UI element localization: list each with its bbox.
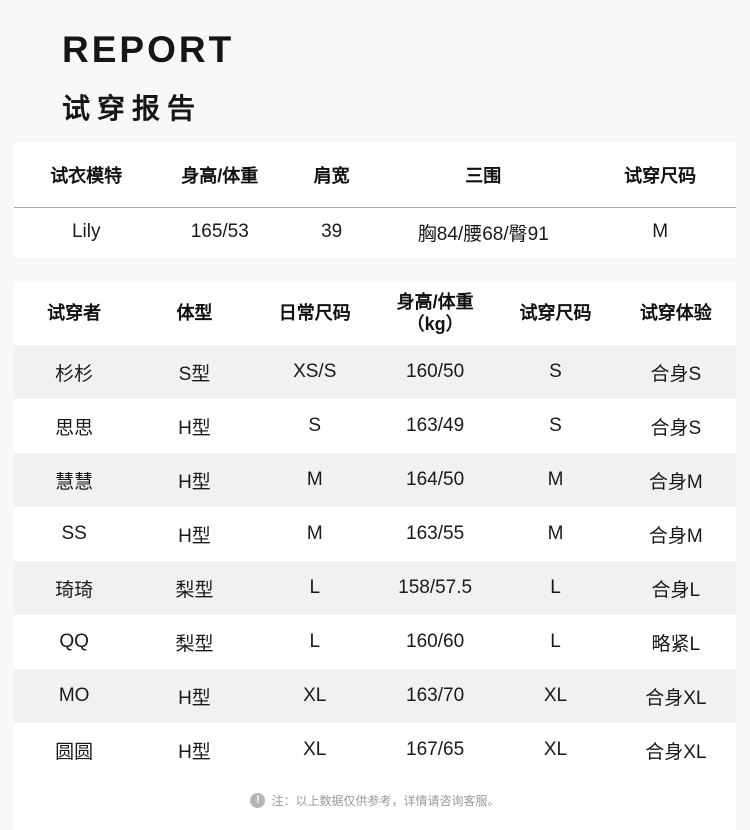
col-header-experience: 试穿体验 xyxy=(639,302,712,323)
fit-table-header-row: 试穿者 体型 日常尺码 身高/体重 （kg） 试穿尺码 试穿体验 xyxy=(14,282,736,345)
fit-table-row: 思思 H型 S 163/49 S 合身S xyxy=(14,399,736,453)
cell-body-type: H型 xyxy=(178,741,211,763)
cell-wearer: SS xyxy=(61,523,87,544)
report-header: REPORT 试穿报告 xyxy=(0,0,750,126)
cell-daily-size: XS/S xyxy=(293,361,337,382)
cell-tried-size: M xyxy=(547,523,564,544)
cell-wearer: QQ xyxy=(59,631,89,652)
fit-report-card: 试穿者 体型 日常尺码 身高/体重 （kg） 试穿尺码 试穿体验 杉杉 S型 XS… xyxy=(14,282,736,830)
cell-height-weight: 163/70 xyxy=(406,685,465,706)
cell-tried-size: L xyxy=(550,631,561,652)
cell-body-type: 梨型 xyxy=(175,579,214,601)
report-title-zh: 试穿报告 xyxy=(62,93,203,124)
cell-experience: 合身M xyxy=(648,525,703,547)
cell-wearer: MO xyxy=(58,685,90,706)
col-header-daily-size: 日常尺码 xyxy=(278,302,351,323)
cell-experience: 合身S xyxy=(650,417,702,439)
cell-body-type: H型 xyxy=(178,687,211,709)
cell-experience: 合身L xyxy=(651,579,701,601)
col-header-tried-size: 试穿尺码 xyxy=(519,302,592,323)
cell-daily-size: S xyxy=(308,415,322,436)
fit-table-row: MO H型 XL 163/70 XL 合身XL xyxy=(14,669,736,723)
cell-tried-size: L xyxy=(550,577,561,598)
cell-measurements: 胸84/腰68/臀91 xyxy=(417,223,549,245)
col-header-height-weight: 身高/体重 xyxy=(181,165,259,186)
cell-daily-size: XL xyxy=(303,739,327,760)
cell-tried-size: S xyxy=(549,415,562,436)
cell-wearer: 杉杉 xyxy=(55,363,94,385)
fit-table-row: QQ 梨型 L 160/60 L 略紧L xyxy=(14,615,736,669)
cell-body-type: H型 xyxy=(178,417,211,439)
cell-height-weight: 160/60 xyxy=(406,631,465,652)
cell-experience: 略紧L xyxy=(651,633,701,655)
cell-height-weight: 160/50 xyxy=(406,361,465,382)
cell-height-weight: 167/65 xyxy=(406,739,465,760)
cell-tried-size: M xyxy=(547,469,564,490)
cell-shoulder: 39 xyxy=(321,221,343,243)
cell-model-name: Lily xyxy=(71,221,101,243)
cell-height-weight: 163/55 xyxy=(406,523,465,544)
col-header-measurements: 三围 xyxy=(465,165,502,186)
fit-table-row: 琦琦 梨型 L 158/57.5 L 合身L xyxy=(14,561,736,615)
model-measurements-table: 试衣模特 身高/体重 肩宽 三围 试穿尺码 Lily 165/53 39 胸84… xyxy=(14,143,736,257)
model-table-header-row: 试衣模特 身高/体重 肩宽 三围 试穿尺码 xyxy=(14,143,736,207)
cell-tried-size: XL xyxy=(543,685,568,706)
exclamation-circle-icon: ! xyxy=(250,792,266,808)
cell-daily-size: L xyxy=(309,631,321,652)
cell-height-weight: 165/53 xyxy=(190,221,249,243)
cell-wearer: 思思 xyxy=(55,417,94,439)
col-header-tried-size: 试穿尺码 xyxy=(624,165,697,186)
footer-note-text: 注：以上数据仅供参考，详情请咨询客服。 xyxy=(271,793,500,808)
cell-wearer: 琦琦 xyxy=(55,579,94,601)
fit-report-table: 试穿者 体型 日常尺码 身高/体重 （kg） 试穿尺码 试穿体验 杉杉 S型 XS… xyxy=(14,282,736,777)
fit-table-row: 慧慧 H型 M 164/50 M 合身M xyxy=(14,453,736,507)
cell-body-type: H型 xyxy=(178,525,211,547)
footer-note: ! 注：以上数据仅供参考，详情请咨询客服。 xyxy=(14,789,736,811)
fit-table-row: 圆圆 H型 XL 167/65 XL 合身XL xyxy=(14,723,736,777)
col-header-model-name: 试衣模特 xyxy=(50,165,123,186)
cell-experience: 合身S xyxy=(650,363,702,385)
cell-daily-size: M xyxy=(306,469,323,490)
cell-body-type: S型 xyxy=(178,363,211,385)
col-header-shoulder: 肩宽 xyxy=(313,165,350,186)
cell-height-weight: 163/49 xyxy=(406,415,465,436)
cell-daily-size: XL xyxy=(303,685,327,706)
fit-table-row: 杉杉 S型 XS/S 160/50 S 合身S xyxy=(14,345,736,399)
cell-tried-size: M xyxy=(652,221,669,243)
cell-experience: 合身XL xyxy=(645,741,707,763)
cell-body-type: H型 xyxy=(178,471,211,493)
cell-tried-size: XL xyxy=(543,739,568,760)
cell-daily-size: M xyxy=(306,523,323,544)
col-header-height-weight: 身高/体重 （kg） xyxy=(375,282,495,345)
report-title-en: REPORT xyxy=(62,29,235,70)
cell-tried-size: S xyxy=(549,361,562,382)
cell-height-weight: 158/57.5 xyxy=(398,577,473,598)
cell-experience: 合身XL xyxy=(645,687,707,709)
cell-wearer: 圆圆 xyxy=(55,741,94,763)
cell-experience: 合身M xyxy=(648,471,703,493)
cell-height-weight: 164/50 xyxy=(406,469,465,490)
col-header-height-weight-line1: 身高/体重 xyxy=(396,291,474,312)
cell-daily-size: L xyxy=(309,577,321,598)
model-measurements-card: 试衣模特 身高/体重 肩宽 三围 试穿尺码 Lily 165/53 39 胸84… xyxy=(14,143,736,257)
col-header-height-weight-unit: （kg） xyxy=(406,313,464,334)
col-header-wearer: 试穿者 xyxy=(47,302,102,323)
col-header-body-type: 体型 xyxy=(176,302,213,323)
cell-body-type: 梨型 xyxy=(175,633,214,655)
model-table-row: Lily 165/53 39 胸84/腰68/臀91 M xyxy=(14,207,736,257)
fit-table-row: SS H型 M 163/55 M 合身M xyxy=(14,507,736,561)
cell-wearer: 慧慧 xyxy=(55,471,94,493)
